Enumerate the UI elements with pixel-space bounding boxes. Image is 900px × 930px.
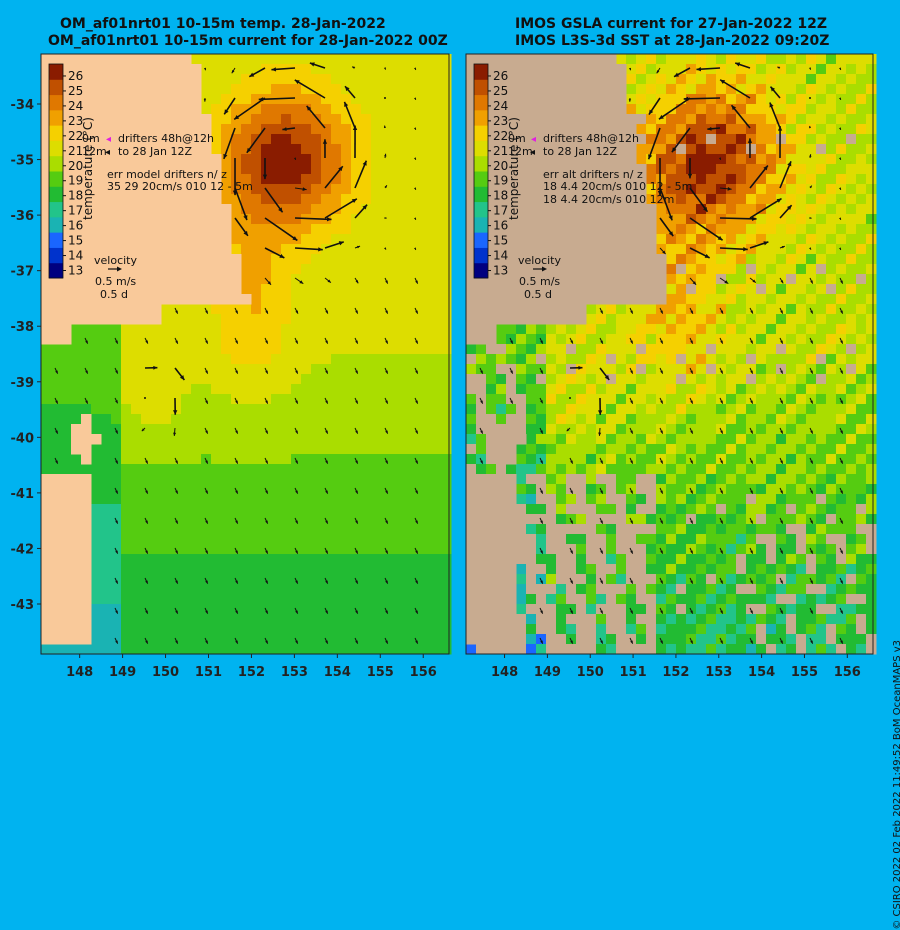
right-velocity-label: velocity <box>518 254 561 267</box>
right-legend-drifter1: drifters 48h@12h <box>543 132 639 145</box>
right-legend-depth2: 12m <box>508 145 533 158</box>
right-velocity-days: 0.5 d <box>524 288 552 301</box>
right-velocity-scale: 0.5 m/s <box>519 275 560 288</box>
right-err-line1: 18 4.4 20cm/s 010 12 - 5m <box>543 180 692 193</box>
right-legend-drifter2: to 28 Jan 12Z <box>543 145 617 158</box>
right-legend-drifter-symbol: ◂ <box>531 134 536 145</box>
right-err-line2: 18 4.4 20cm/s 010 12m <box>543 193 674 206</box>
right-legend-depth1: 0m <box>508 132 526 145</box>
right-legend-arrow-symbol: ◂ <box>530 147 535 158</box>
